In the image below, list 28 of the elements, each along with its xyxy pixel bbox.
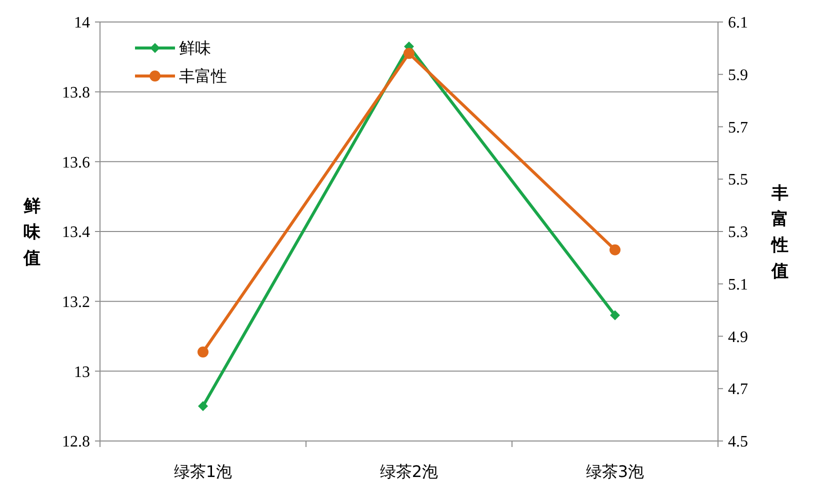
y2-tick-label: 5.3 (728, 224, 748, 242)
y2-tick-label: 5.9 (728, 66, 748, 84)
y2-tick-label: 5.7 (728, 119, 748, 136)
y2-tick-label: 4.5 (728, 434, 748, 451)
point (198, 346, 208, 358)
legend-label: 丰富性 (179, 66, 227, 86)
point (610, 310, 620, 320)
y-tick-label: 14 (74, 14, 90, 32)
y2-tick-label: 6.1 (728, 14, 748, 32)
y-axis-title: 鲜味值 (22, 196, 42, 268)
legend-label: 鲜味 (179, 38, 211, 58)
point (404, 48, 414, 59)
x-tick-label: 绿茶1泡 (174, 462, 232, 481)
y2-axis-title: 丰富性值 (770, 183, 788, 282)
x-tick-label: 绿茶3泡 (586, 462, 644, 481)
y-tick-label: 13.6 (62, 154, 90, 172)
y2-tick-label: 4.7 (728, 381, 748, 398)
y-tick-label: 13 (74, 364, 90, 381)
x-tick-label: 绿茶2泡 (380, 462, 438, 481)
y2-tick-label: 5.1 (728, 276, 748, 294)
y2-tick-label: 4.9 (728, 328, 748, 346)
point (198, 401, 208, 412)
y-tick-label: 13.4 (62, 224, 90, 242)
y-tick-label: 12.8 (62, 434, 90, 451)
y-tick-label: 13.2 (62, 294, 90, 311)
y-tick-label: 13.8 (62, 84, 90, 102)
y2-tick-label: 5.5 (728, 172, 748, 189)
point (610, 244, 620, 256)
